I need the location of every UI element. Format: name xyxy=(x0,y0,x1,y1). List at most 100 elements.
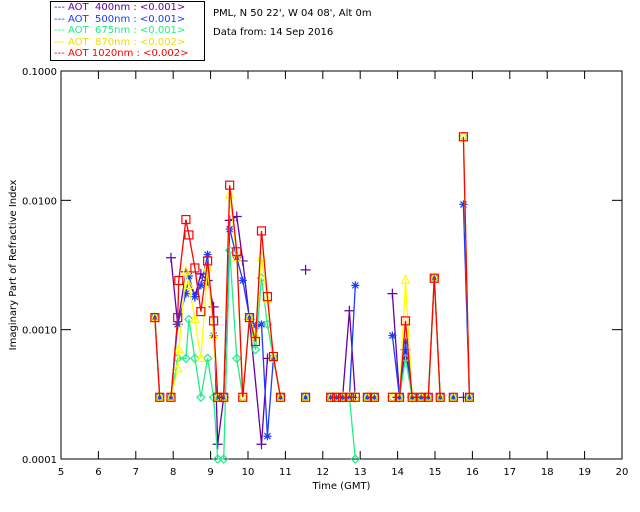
data-point-square xyxy=(429,273,439,283)
data-point-diamond xyxy=(268,353,279,364)
data-point-triangle xyxy=(268,352,279,362)
y-tick-label: 0.1000 xyxy=(22,67,57,78)
legend-item: --- AOT 1020nm : <0.002> xyxy=(54,48,204,60)
data-point-square xyxy=(150,312,160,323)
data-point-square xyxy=(300,392,311,402)
data-point-plus xyxy=(212,439,223,450)
legend-swatch: --- xyxy=(54,48,69,60)
data-point-square xyxy=(400,316,411,326)
data-point-star xyxy=(184,271,193,280)
x-tick-label: 14 xyxy=(391,467,404,478)
legend-label: AOT 870nm : <0.002> xyxy=(68,36,186,48)
x-tick-label: 15 xyxy=(429,467,442,478)
legend: --- AOT 400nm : <0.001> --- AOT 500nm : <… xyxy=(50,1,205,61)
data-point-star xyxy=(401,338,410,347)
legend-swatch: --- xyxy=(54,36,69,48)
data-point-star xyxy=(301,393,310,402)
x-axis-label: Time (GMT) xyxy=(312,481,371,492)
data-point-triangle xyxy=(189,313,200,324)
data-point-star xyxy=(388,331,397,340)
data-point-triangle xyxy=(387,390,398,401)
data-point-star xyxy=(181,289,190,298)
x-tick-label: 8 xyxy=(170,467,176,478)
data-point-plus xyxy=(387,288,398,299)
data-point-diamond xyxy=(350,454,361,464)
data-point-plus xyxy=(165,252,176,263)
data-point-square xyxy=(155,392,165,402)
data-point-triangle xyxy=(202,261,213,272)
data-point-triangle xyxy=(464,390,475,401)
data-point-square xyxy=(344,392,354,402)
y-tick-label: 0.0001 xyxy=(22,455,57,466)
data-point-square xyxy=(407,392,417,402)
x-tick-label: 16 xyxy=(466,467,479,478)
data-point-triangle xyxy=(369,390,380,401)
legend-label: AOT 1020nm : <0.002> xyxy=(68,48,189,60)
data-point-triangle xyxy=(165,390,176,401)
data-point-plus xyxy=(256,439,267,450)
data-point-square xyxy=(174,275,184,286)
data-point-diamond xyxy=(202,353,213,364)
data-point-star xyxy=(251,321,260,330)
info-block: PML, N 50 22', W 04 08', Alt 0m Data fro… xyxy=(213,4,372,42)
legend-label: AOT 675nm : <0.001> xyxy=(68,25,186,37)
data-point-plus xyxy=(208,301,219,312)
data-point-square xyxy=(219,392,229,402)
x-tick-label: 12 xyxy=(316,467,329,478)
data-point-diamond xyxy=(184,314,194,325)
data-point-square xyxy=(332,392,342,402)
data-point-star xyxy=(449,393,458,402)
data-point-square xyxy=(262,292,273,302)
data-point-square xyxy=(268,351,279,362)
data-point-square xyxy=(275,392,286,402)
data-point-square xyxy=(184,230,194,240)
x-tick-label: 18 xyxy=(541,467,554,478)
data-point-triangle xyxy=(448,390,459,401)
data-point-square xyxy=(232,247,242,257)
legend-item: --- AOT 500nm : <0.001> xyxy=(54,14,204,26)
data-point-star xyxy=(150,313,159,322)
x-tick-label: 9 xyxy=(207,467,213,478)
data-point-diamond xyxy=(218,454,229,464)
plot-frame xyxy=(60,70,623,460)
data-point-square xyxy=(448,392,458,402)
y-axis-label: Imaginary Part of Refractive Index xyxy=(8,180,19,351)
data-point-square xyxy=(423,392,433,402)
data-point-square xyxy=(338,392,348,402)
x-tick-label: 13 xyxy=(354,467,367,478)
data-point-triangle xyxy=(416,390,427,401)
legend-item: --- AOT 675nm : <0.001> xyxy=(54,25,204,37)
data-point-triangle xyxy=(154,390,165,401)
legend-label: AOT 500nm : <0.001> xyxy=(68,13,186,25)
x-tick-label: 19 xyxy=(578,467,591,478)
data-point-triangle xyxy=(180,265,191,276)
legend-item: --- AOT 400nm : <0.001> xyxy=(54,2,204,14)
data-point-triangle xyxy=(183,279,194,289)
data-point-square xyxy=(181,214,191,225)
x-tick-label: 20 xyxy=(616,467,629,478)
data-point-triangle xyxy=(362,390,373,401)
legend-swatch: --- xyxy=(54,13,69,25)
legend-label: AOT 400nm : <0.001> xyxy=(68,2,186,13)
data-point-star xyxy=(238,276,247,285)
data-point-star xyxy=(326,393,335,402)
data-point-triangle xyxy=(423,390,434,401)
x-tick-label: 11 xyxy=(279,467,292,478)
data-point-square xyxy=(166,392,176,402)
data-point-star xyxy=(257,320,266,329)
series-line-4 xyxy=(154,136,471,398)
data-point-plus xyxy=(344,305,355,316)
data-point-star xyxy=(263,432,272,441)
data-point-plus xyxy=(202,275,213,286)
x-tick-label: 6 xyxy=(95,467,101,478)
y-tick-label: 0.0100 xyxy=(22,196,57,207)
data-point-square xyxy=(238,392,248,402)
data-point-square xyxy=(244,312,255,323)
data-point-star xyxy=(351,281,360,290)
data-point-square xyxy=(387,392,397,402)
data-point-square xyxy=(350,392,360,402)
x-tick-label: 17 xyxy=(503,467,516,478)
data-point-square xyxy=(326,392,336,402)
data-point-triangle xyxy=(435,390,446,401)
